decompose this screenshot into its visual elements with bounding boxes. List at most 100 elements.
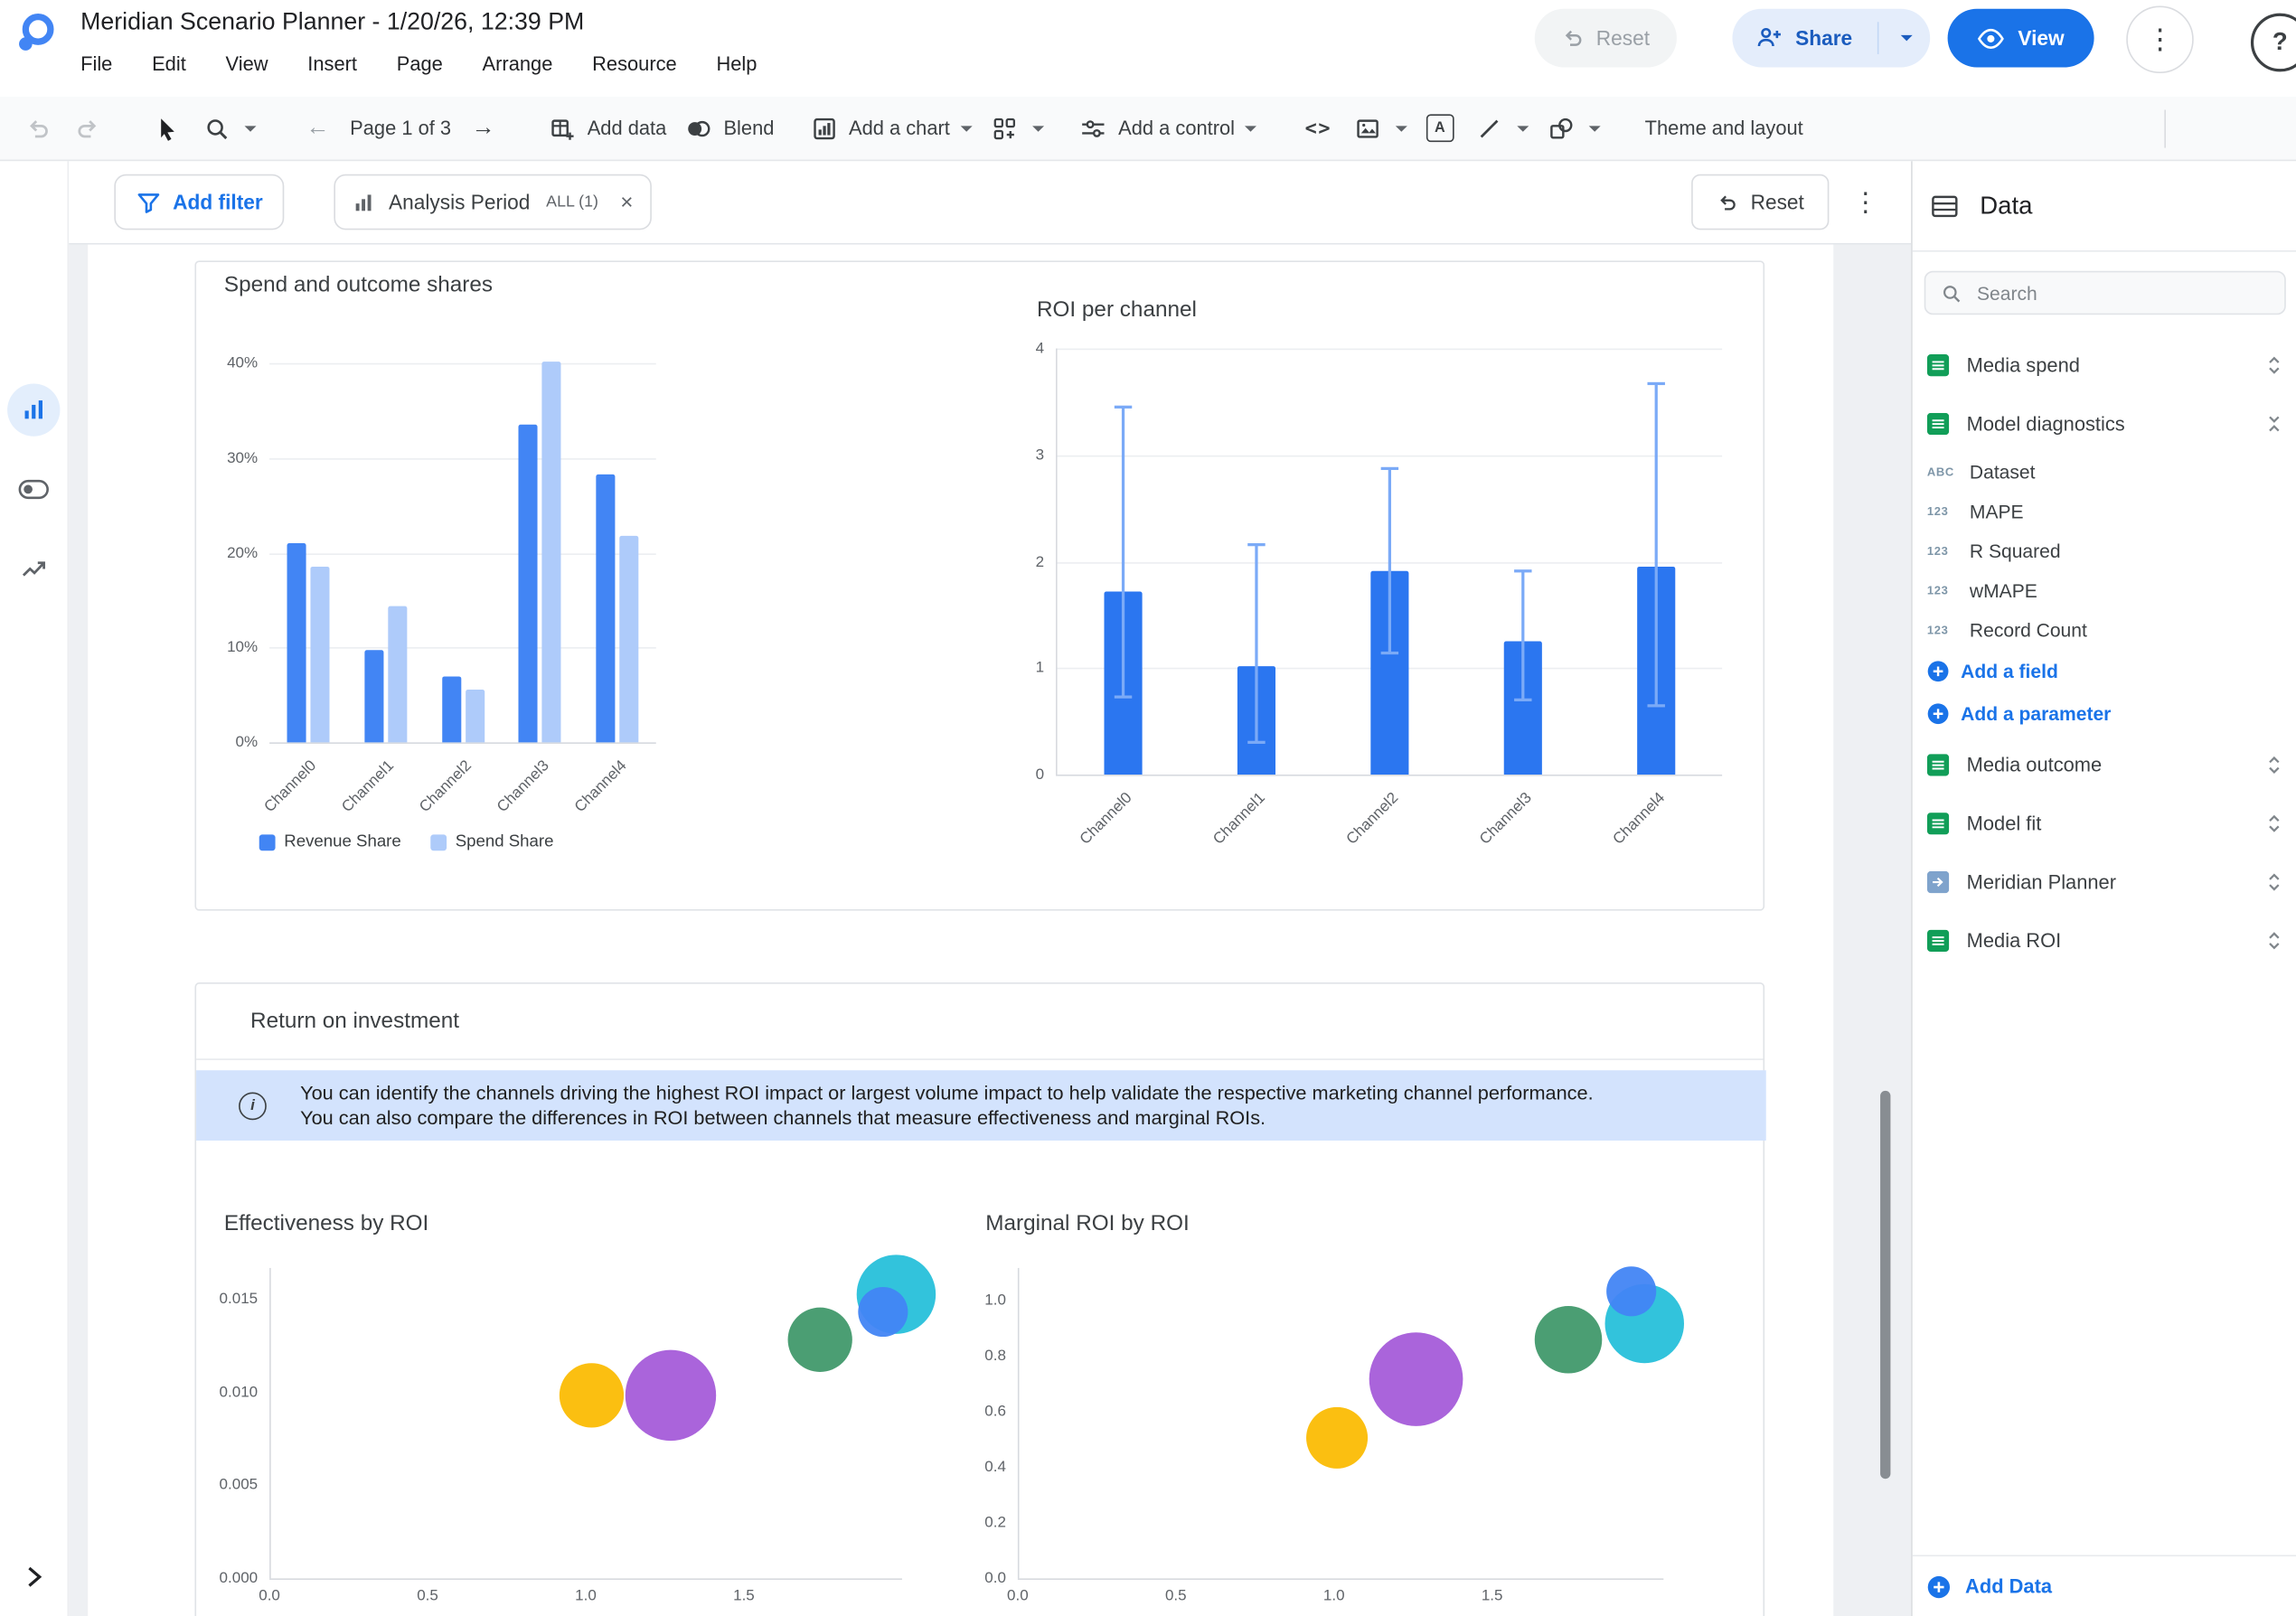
data-source-media-roi[interactable]: Media ROI [1913, 911, 2296, 970]
image-tool-button[interactable] [1350, 108, 1408, 148]
chart-spend-outcome-shares[interactable]: 0% 10% 20% 30% 40% Channel0 Channel1 Channel2 Ch… [227, 354, 656, 816]
data-source-model-diagnostics[interactable]: Model diagnostics [1913, 394, 2296, 453]
error-bar-cap [1247, 740, 1265, 745]
chart-card-top[interactable]: Spend and outcome shares 0% 10% 20% 30% 40% C… [194, 260, 1765, 911]
field-record-count[interactable]: 123 Record Count [1913, 611, 2296, 651]
menu-arrange[interactable]: Arrange [482, 52, 553, 75]
expand-icon[interactable] [2265, 753, 2282, 775]
bar-channel2-spend-share[interactable] [465, 689, 485, 743]
share-button[interactable]: Share [1732, 8, 1931, 68]
help-button[interactable]: ? [2250, 13, 2296, 72]
add-a-parameter-button[interactable]: Add a parameter [1913, 692, 2296, 735]
gridline [269, 362, 656, 365]
bar-channel4-spend-share[interactable] [619, 535, 639, 743]
chart-card-roi[interactable]: Return on investment i You can identify … [194, 982, 1766, 1616]
field-wmape[interactable]: 123 wMAPE [1913, 571, 2296, 611]
bubble-point[interactable] [560, 1363, 625, 1428]
add-filter-button[interactable]: Add filter [114, 174, 286, 230]
bar-channel0-spend-share[interactable] [310, 567, 330, 743]
zoom-tool-button[interactable] [199, 108, 257, 148]
embed-code-button[interactable]: <> [1304, 116, 1332, 140]
text-tool-button[interactable]: A [1422, 108, 1457, 148]
redo-button[interactable] [71, 108, 106, 148]
bar-channel2-revenue-share[interactable] [441, 675, 461, 743]
sidebar-expand-button[interactable] [12, 1555, 56, 1599]
bubble-point[interactable] [626, 1349, 717, 1442]
add-control-button[interactable]: Add a control [1076, 108, 1257, 148]
error-bar-cap [1379, 467, 1398, 471]
view-button[interactable]: View [1947, 8, 2094, 68]
report-title[interactable]: Meridian Scenario Planner - 1/20/26, 12:… [80, 8, 585, 35]
sidebar-item-insights[interactable] [7, 541, 60, 594]
menu-file[interactable]: File [80, 52, 113, 75]
menu-view[interactable]: View [225, 52, 268, 75]
menu-edit[interactable]: Edit [152, 52, 186, 75]
blend-label: Blend [723, 117, 775, 139]
menu-resource[interactable]: Resource [592, 52, 677, 75]
data-source-media-spend[interactable]: Media spend [1913, 335, 2296, 394]
bar-channel0-revenue-share[interactable] [287, 543, 306, 743]
x-axis-category-label: Channel3 [1475, 789, 1535, 849]
line-icon [1473, 108, 1508, 148]
bar-channel3-revenue-share[interactable] [518, 424, 539, 743]
filter-bar-more-icon[interactable]: ⋮ [1852, 186, 1879, 216]
line-tool-button[interactable] [1473, 108, 1529, 148]
theme-layout-button[interactable]: Theme and layout [1644, 117, 1803, 139]
filter-reset-button[interactable]: Reset [1691, 174, 1830, 230]
page-indicator[interactable]: Page 1 of 3 [350, 117, 452, 139]
chart-roi-per-channel[interactable]: 0 1 2 3 4 Channel0 Channel1 Channel2 Channel3 Cha… [1036, 340, 1723, 848]
bubble-point[interactable] [1369, 1332, 1463, 1427]
reset-button[interactable]: Reset [1534, 8, 1677, 68]
canvas-scrollbar[interactable] [1880, 1090, 1891, 1480]
next-page-button[interactable]: → [471, 115, 495, 140]
select-tool-button[interactable] [149, 108, 184, 148]
report-page[interactable]: Spend and outcome shares 0% 10% 20% 30% 40% C… [88, 244, 1834, 1616]
chart-marginal-roi-by-roi[interactable]: 0.0 0.2 0.4 0.6 0.8 1.0 0.0 0.5 1.0 1.5 [984, 1266, 1684, 1605]
field-mape[interactable]: 123 MAPE [1913, 492, 2296, 531]
search-input[interactable] [1973, 280, 2244, 305]
more-options-button[interactable]: ⋮ [2126, 5, 2194, 73]
bar-channel1-revenue-share[interactable] [363, 650, 383, 743]
menu-page[interactable]: Page [396, 52, 443, 75]
bar-channel3-spend-share[interactable] [541, 361, 561, 743]
blend-button[interactable]: Blend [681, 108, 774, 148]
sidebar-item-controls[interactable] [7, 463, 60, 515]
add-a-field-button[interactable]: Add a field [1913, 650, 2296, 692]
undo-button[interactable] [21, 108, 56, 148]
bar-channel1-spend-share[interactable] [387, 606, 407, 743]
expand-icon[interactable] [2265, 353, 2282, 375]
share-dropdown-caret-icon[interactable] [1900, 34, 1913, 42]
expand-icon[interactable] [2265, 929, 2282, 951]
shape-icon [1544, 108, 1579, 148]
previous-page-button[interactable]: ← [306, 115, 330, 140]
add-data-bottom-button[interactable]: Add Data [1912, 1555, 2296, 1616]
data-source-media-outcome[interactable]: Media outcome [1913, 735, 2296, 794]
shape-tool-button[interactable] [1544, 108, 1602, 148]
menu-insert[interactable]: Insert [307, 52, 358, 75]
field-r-squared[interactable]: 123 R Squared [1913, 531, 2296, 571]
expand-icon[interactable] [2265, 812, 2282, 833]
community-visualizations-button[interactable] [986, 108, 1044, 148]
add-chart-button[interactable]: Add a chart [806, 108, 973, 148]
bubble-point[interactable] [787, 1307, 852, 1372]
menu-help[interactable]: Help [716, 52, 757, 75]
collapse-icon[interactable] [2265, 412, 2282, 434]
add-data-button[interactable]: Add data [545, 108, 666, 148]
data-source-model-fit[interactable]: Model fit [1913, 794, 2296, 852]
field-dataset[interactable]: ABC Dataset [1913, 453, 2296, 493]
chip-close-icon[interactable]: × [620, 189, 634, 215]
bubble-point[interactable] [1606, 1266, 1657, 1317]
edit-toolbar: ← Page 1 of 3 → Add data Blend Add a cha… [0, 96, 2296, 162]
bubble-point[interactable] [1306, 1406, 1369, 1469]
bubble-point[interactable] [1534, 1305, 1602, 1373]
search-box[interactable] [1924, 270, 2286, 315]
expand-icon[interactable] [2265, 870, 2282, 892]
sidebar-item-report[interactable] [7, 383, 61, 437]
y-axis-tick-label: 0.6 [984, 1402, 1006, 1421]
field-label: Record Count [1969, 619, 2087, 642]
bar-channel4-revenue-share[interactable] [596, 474, 616, 743]
data-source-meridian-planner[interactable]: Meridian Planner [1913, 852, 2296, 911]
bubble-point[interactable] [858, 1286, 908, 1337]
filter-chip-analysis-period[interactable]: Analysis Period ALL (1) × [334, 174, 653, 230]
chart-effectiveness-by-roi[interactable]: 0.000 0.005 0.010 0.015 0.0 0.5 1.0 1.5 [220, 1254, 936, 1605]
